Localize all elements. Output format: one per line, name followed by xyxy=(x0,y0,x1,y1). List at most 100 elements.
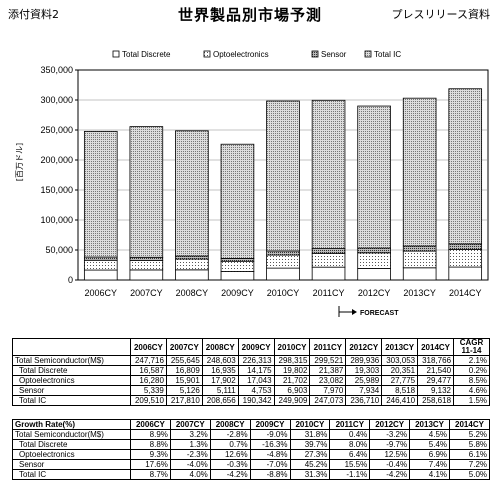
table-cell: -8.8% xyxy=(249,469,291,480)
bar-segment-sensor xyxy=(448,243,483,250)
x-axis: 2006CY 2007CY 2008CY 2009CY 2010CY 2011CY 2012… xyxy=(85,288,482,298)
bar-segment-sensor xyxy=(83,256,118,261)
table-cell: 16,935 xyxy=(201,365,239,376)
x-tick-label: 2012CY xyxy=(358,288,391,298)
market-table-header: 2006CY 2007CY 2008CY 2009CY 2010CY 2011CY 2012… xyxy=(12,338,490,356)
table-cell: 5,126 xyxy=(165,385,203,396)
bar-segment-sensor xyxy=(220,258,255,262)
row-label: Total Discrete xyxy=(12,365,131,376)
table-cell: 20,351 xyxy=(381,365,419,376)
table-cell: 9.3% xyxy=(130,449,171,460)
bar-segment-optoelectronics xyxy=(220,260,255,272)
column-header: 2014CY xyxy=(417,338,455,356)
table-cell: 0.7% xyxy=(209,439,251,450)
table-cell: 208,656 xyxy=(201,395,239,406)
table-cell: 4,753 xyxy=(237,385,275,396)
bar-segment-total-ic xyxy=(266,100,300,252)
table-cell: -0.3% xyxy=(209,459,251,470)
table-cell: 5,339 xyxy=(130,385,167,396)
y-axis-label: [百万ドル] xyxy=(15,143,24,181)
stacked-bar-chart: Total Discrete Optoelectronics Sensor Total… xyxy=(15,50,489,317)
y-tick-label: 250,000 xyxy=(40,125,73,135)
column-header: 2010CY xyxy=(273,338,311,356)
table-cell: -4.2% xyxy=(369,469,411,480)
table-cell: 6.4% xyxy=(329,449,371,460)
doc-label: 添付資料2 xyxy=(8,8,59,21)
bar-segment-sensor xyxy=(402,245,437,252)
table-cell: 248,603 xyxy=(201,355,239,366)
y-tick-label: 0 xyxy=(68,275,73,285)
bar-segment-sensor xyxy=(266,250,300,256)
column-header: 2008CY xyxy=(201,338,239,356)
table-cell: 27.3% xyxy=(289,449,331,460)
x-tick-label: 2014CY xyxy=(449,288,482,298)
table-cell: 236,710 xyxy=(345,395,383,406)
x-tick-label: 2010CY xyxy=(267,288,300,298)
bar-segment-optoelectronics xyxy=(357,252,391,269)
market-row: Sensor 5,339 5,126 5,111 4,753 6,903 7,970 7,93… xyxy=(12,385,490,396)
column-header: 2012CY xyxy=(369,419,411,430)
table-cell: 4.5% xyxy=(409,429,450,440)
bar-segment-total-discrete xyxy=(266,267,300,281)
bar-segment-optoelectronics xyxy=(448,248,483,268)
table-cell: 299,521 xyxy=(309,355,347,366)
bar-segment-optoelectronics xyxy=(311,252,346,268)
table-cell: 8.8% xyxy=(130,439,171,450)
row-label: Sensor xyxy=(12,459,131,470)
table-cell: 6.1% xyxy=(449,449,490,460)
market-row: Optoelectronics 16,280 15,901 17,902 17,043 2… xyxy=(12,375,490,386)
bar-segment-total-discrete xyxy=(83,269,118,281)
table-cell: 31.3% xyxy=(289,469,331,480)
table-cell: -9.7% xyxy=(369,439,411,450)
table-cell: 8.9% xyxy=(130,429,171,440)
bar-segment-sensor xyxy=(175,255,209,260)
bar-segment-total-ic xyxy=(311,99,346,249)
growth-row: Total Semiconductor(M$) 8.9% 3.2% -2.8% -9.0… xyxy=(12,429,490,440)
table-cell: 303,053 xyxy=(381,355,419,366)
bar-segment-total-ic xyxy=(357,105,391,249)
bar-segment-total-discrete xyxy=(311,266,346,281)
table-cell: 0.4% xyxy=(329,429,371,440)
table-cell: 2.1% xyxy=(453,355,490,366)
table-cell: -1.1% xyxy=(329,469,371,480)
table-cell: 8,518 xyxy=(381,385,419,396)
legend-entry: Sensor xyxy=(321,50,347,59)
table-cell: 16,280 xyxy=(130,375,167,386)
growth-row: Sensor 17.6% -4.0% -0.3% -7.0% 45.2% 15.5% -0.4… xyxy=(12,459,490,470)
table-cell: 14,175 xyxy=(237,365,275,376)
bar-segment-total-ic xyxy=(448,88,483,245)
table-cell: -2.3% xyxy=(169,449,211,460)
table-cell: 249,909 xyxy=(273,395,311,406)
legend-swatch xyxy=(203,50,211,58)
column-header: 2011CY xyxy=(329,419,371,430)
growth-row: Optoelectronics 9.3% -2.3% 12.6% -4.8% 27.3% 6… xyxy=(12,449,490,460)
table-cell: 17,902 xyxy=(201,375,239,386)
growth-row: Total IC 8.7% 4.0% -4.2% -8.8% 31.3% -1.1% -4.2… xyxy=(12,469,490,480)
legend-entry: Total IC xyxy=(374,50,401,59)
legend-swatch xyxy=(311,50,319,58)
table-cell: 190,342 xyxy=(237,395,275,406)
legend-entry: Optoelectronics xyxy=(213,50,269,59)
column-header: 2007CY xyxy=(165,338,203,356)
table-cell: 8.7% xyxy=(130,469,171,480)
market-table: 2006CY 2007CY 2008CY 2009CY 2010CY 2011CY 2012… xyxy=(12,338,490,406)
table-cell: 318,766 xyxy=(417,355,455,366)
x-tick-label: 2008CY xyxy=(176,288,209,298)
x-tick-label: 2009CY xyxy=(221,288,254,298)
row-label: Total Discrete xyxy=(12,439,131,450)
y-tick-label: 200,000 xyxy=(40,155,73,165)
growth-table-header: Growth Rate(%) 2006CY 2007CY 2008CY 2009CY 20… xyxy=(12,419,490,430)
column-header: 2011CY xyxy=(309,338,347,356)
table-cell: -9.0% xyxy=(249,429,291,440)
column-header: 2008CY xyxy=(209,419,251,430)
bar-segment-total-discrete xyxy=(448,266,483,281)
table-cell: 16,587 xyxy=(130,365,167,376)
table-cell: 5,111 xyxy=(201,385,239,396)
forecast-marker: FORECAST xyxy=(338,306,399,317)
chart-legend: Total Discrete Optoelectronics Sensor Total… xyxy=(112,50,401,59)
bar-segment-total-ic xyxy=(175,130,209,257)
table-cell: 6,903 xyxy=(273,385,311,396)
table-cell: -3.2% xyxy=(369,429,411,440)
bar-segment-total-discrete xyxy=(357,268,391,281)
table-cell: -0.4% xyxy=(369,459,411,470)
